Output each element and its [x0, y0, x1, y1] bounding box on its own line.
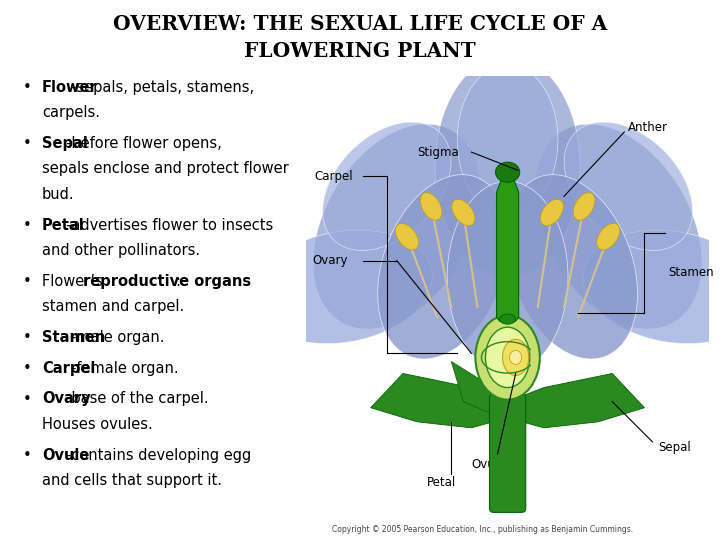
Text: •: •	[23, 361, 32, 376]
Ellipse shape	[447, 181, 568, 373]
Ellipse shape	[475, 315, 540, 400]
Polygon shape	[451, 361, 508, 414]
Ellipse shape	[395, 224, 418, 250]
Text: •: •	[23, 274, 32, 289]
Text: :: :	[176, 274, 181, 289]
Ellipse shape	[540, 199, 564, 226]
Ellipse shape	[506, 174, 637, 359]
Text: carpels.: carpels.	[42, 105, 100, 120]
Text: Ovule: Ovule	[472, 457, 505, 470]
Text: -advertises flower to insects: -advertises flower to insects	[66, 218, 274, 233]
Text: •: •	[23, 218, 32, 233]
Ellipse shape	[495, 162, 520, 183]
Text: Anther: Anther	[629, 122, 668, 134]
Text: and other pollinators.: and other pollinators.	[42, 243, 200, 258]
Text: Stigma: Stigma	[417, 146, 459, 159]
Text: Ovule: Ovule	[42, 448, 89, 463]
Text: •: •	[23, 136, 32, 151]
Text: OVERVIEW: THE SEXUAL LIFE CYCLE OF A: OVERVIEW: THE SEXUAL LIFE CYCLE OF A	[113, 14, 607, 35]
Text: Sepal: Sepal	[42, 136, 88, 151]
Text: sepals enclose and protect flower: sepals enclose and protect flower	[42, 161, 289, 177]
Text: Copyright © 2005 Pearson Education, Inc., publishing as Benjamin Cummings.: Copyright © 2005 Pearson Education, Inc.…	[332, 524, 633, 534]
Text: Stamen: Stamen	[669, 266, 714, 279]
Text: bud.: bud.	[42, 187, 74, 202]
Text: Stamen: Stamen	[42, 330, 105, 345]
Text: -sepals, petals, stamens,: -sepals, petals, stamens,	[71, 80, 254, 95]
Ellipse shape	[583, 230, 720, 343]
Text: Carpel: Carpel	[315, 170, 353, 183]
Ellipse shape	[420, 193, 442, 220]
Text: •: •	[23, 392, 32, 407]
Ellipse shape	[535, 124, 702, 329]
Polygon shape	[508, 374, 644, 428]
Text: -male organ.: -male organ.	[71, 330, 165, 345]
Text: and cells that support it.: and cells that support it.	[42, 473, 222, 488]
Text: Petal: Petal	[427, 476, 456, 489]
Text: Flower: Flower	[42, 80, 97, 95]
Ellipse shape	[503, 339, 528, 375]
Text: •: •	[23, 80, 32, 95]
FancyBboxPatch shape	[490, 394, 526, 512]
Text: Ovary: Ovary	[42, 392, 91, 407]
Text: stamen and carpel.: stamen and carpel.	[42, 299, 184, 314]
Text: -before flower opens,: -before flower opens,	[66, 136, 222, 151]
Text: -female organ.: -female organ.	[71, 361, 179, 376]
Text: Sepal: Sepal	[659, 442, 691, 455]
Ellipse shape	[435, 56, 580, 277]
Text: •: •	[23, 448, 32, 463]
Polygon shape	[371, 374, 508, 428]
Ellipse shape	[597, 224, 620, 250]
Text: reproductive organs: reproductive organs	[83, 274, 251, 289]
Ellipse shape	[253, 230, 432, 343]
Ellipse shape	[510, 350, 522, 365]
Text: •: •	[23, 330, 32, 345]
Ellipse shape	[564, 122, 693, 251]
Text: Ovary: Ovary	[312, 254, 348, 267]
Text: Carpel: Carpel	[42, 361, 95, 376]
Text: Flower’s: Flower’s	[42, 274, 107, 289]
Ellipse shape	[485, 327, 530, 388]
Text: -base of the carpel.: -base of the carpel.	[66, 392, 209, 407]
Ellipse shape	[313, 124, 480, 329]
Text: FLOWERING PLANT: FLOWERING PLANT	[244, 41, 476, 62]
Text: -contains developing egg: -contains developing egg	[66, 448, 251, 463]
Polygon shape	[497, 176, 518, 321]
Ellipse shape	[323, 122, 451, 251]
Ellipse shape	[457, 65, 558, 215]
Text: Petal: Petal	[42, 218, 84, 233]
Ellipse shape	[451, 199, 475, 226]
Ellipse shape	[500, 314, 516, 324]
Ellipse shape	[378, 174, 509, 359]
Ellipse shape	[573, 193, 595, 220]
Text: Houses ovules.: Houses ovules.	[42, 417, 153, 432]
